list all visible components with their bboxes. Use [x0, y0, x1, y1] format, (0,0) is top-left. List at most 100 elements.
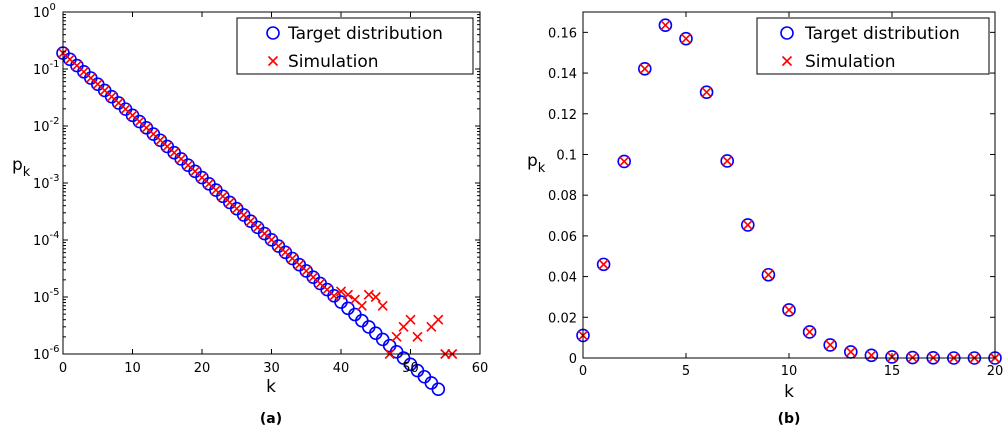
panel-a-target-point: [341, 301, 355, 316]
panel-b-xtick-label: 0: [579, 364, 587, 379]
panel-a-target-point: [375, 332, 390, 347]
panel-a-simulation-point: [391, 331, 402, 342]
panel-b-target-point: [823, 338, 838, 352]
panel-b-simulation-point: [680, 33, 692, 44]
panel-b-ytick-label: 0.02: [548, 311, 577, 326]
panel-a-target-point: [348, 307, 362, 322]
panel-b-simulation-point: [619, 156, 630, 167]
panel-a-legend-target-label: Target distribution: [287, 24, 443, 44]
panel-b-simulation-point: [804, 326, 815, 338]
panel-a-xtick-label: 60: [472, 361, 489, 376]
panel-a: 0 10 20 30 40 50 60 100 10-1 10-2 10-3 10-4 10-5 10-6…: [12, 2, 488, 427]
panel-a-target-point: [368, 326, 383, 340]
panel-a-xlabel: k: [266, 377, 276, 397]
panel-a-ytick-label: 10-5: [33, 287, 60, 306]
panel-a-marks: [56, 46, 458, 396]
panel-a-xtick-label: 0: [59, 361, 67, 376]
panel-a-xtick-label: 40: [333, 361, 350, 376]
panel-b-target-point: [740, 218, 755, 232]
panel-a-simulation-point: [328, 290, 340, 301]
panel-b-ytick-label: 0.06: [548, 230, 577, 245]
panel-b-ytick-label: 0: [569, 352, 577, 367]
panel-a-ytick-label: 10-2: [33, 116, 60, 135]
panel-b-target-point: [782, 303, 796, 317]
panel-a-xtick-label: 50: [402, 361, 419, 376]
panel-b-simulation-point: [701, 87, 712, 98]
panel-b-legend-x-marker: [781, 55, 793, 67]
panel-b-target-point: [679, 31, 693, 46]
panel-b-simulation-point: [722, 155, 733, 167]
panel-a-ytick-label: 10-3: [33, 173, 60, 192]
panel-b-simulation-point: [742, 219, 753, 230]
panel-b-ytick-label: 0.12: [548, 108, 577, 123]
panel-b-ytick-label: 0.1: [556, 148, 577, 163]
panel-b-xtick-label: 15: [884, 364, 901, 379]
panel-a-target-point: [361, 320, 376, 334]
panel-b-target-point: [885, 350, 899, 364]
panel-b-target-point: [617, 154, 632, 169]
panel-b-simulation-point: [660, 20, 671, 31]
panel-a-xtick-label: 30: [263, 361, 280, 376]
panel-b-ytick-label: 0.08: [548, 189, 577, 204]
panel-b-target-point: [637, 61, 652, 76]
panel-b-caption: (b): [778, 411, 801, 427]
panel-a-ylabel: pk: [12, 155, 31, 180]
panel-a-legend: Target distribution Simulation: [236, 17, 474, 75]
panel-a-ticks: 0 10 20 30 40 50 60 100 10-1 10-2 10-3 10-4 10-5 10-6: [33, 2, 488, 376]
panel-b-simulation-point: [639, 63, 650, 74]
panel-a-xtick-label: 20: [194, 361, 211, 376]
panel-b-ytick-label: 0.14: [548, 67, 577, 82]
panel-b-simulation-point: [825, 339, 836, 351]
panel-a-ytick-label: 10-6: [33, 344, 60, 363]
panel-b-ylabel: pk: [527, 151, 546, 176]
panel-a-simulation-point: [356, 300, 367, 311]
panel-b-xlabel: k: [784, 382, 794, 402]
panel-b-ytick-label: 0.16: [548, 26, 577, 41]
panel-b-xtick-label: 20: [987, 364, 1004, 379]
panel-a-ytick-label: 10-4: [33, 230, 60, 249]
panel-a-simulation-point: [342, 289, 354, 300]
panel-b: 0 5 10 15 20 0 0.02 0.04 0.06 0.08 0.1 0.12 0.14 0.16…: [527, 11, 1003, 427]
panel-a-simulation-point: [363, 289, 374, 300]
panel-a-target-point: [417, 369, 432, 384]
panel-b-simulation-point: [845, 346, 856, 357]
panel-b-target-point: [699, 85, 714, 99]
panel-b-target-point: [658, 18, 673, 33]
panel-b-target-point: [761, 267, 776, 282]
panel-a-simulation-point: [405, 314, 416, 325]
panel-a-simulation-point: [433, 314, 444, 325]
panel-a-simulation-point: [335, 286, 347, 297]
panel-b-simulation-point: [763, 269, 774, 280]
panel-a-xtick-label: 10: [124, 361, 141, 376]
panel-b-ticks: 0 5 10 15 20 0 0.02 0.04 0.06 0.08 0.1 0.12 0.14 0.16: [548, 12, 1003, 379]
panel-a-ytick-label: 100: [33, 2, 56, 21]
panel-a-simulation-point: [377, 300, 388, 311]
panel-b-xtick-label: 5: [682, 364, 690, 379]
panel-b-simulation-point: [598, 259, 609, 270]
panel-b-target-point: [802, 325, 817, 339]
panel-b-legend-circle-marker: [780, 26, 794, 40]
panel-a-target-point: [424, 376, 439, 390]
panel-a-legend-simulation-label: Simulation: [288, 52, 379, 72]
panel-a-legend-circle-marker: [266, 26, 280, 40]
panel-b-ytick-label: 0.04: [548, 271, 577, 286]
panel-b-simulation-point: [783, 304, 795, 316]
panel-b-ylabel-sub: k: [538, 161, 546, 176]
panel-b-target-point: [720, 154, 735, 168]
panel-a-simulation-point: [412, 331, 423, 342]
panel-b-legend-target-label: Target distribution: [804, 24, 960, 44]
panel-a-ylabel-main: p: [12, 155, 23, 175]
panel-a-ytick-label: 10-1: [33, 59, 60, 78]
panel-a-simulation-point: [370, 291, 381, 303]
panel-a-target-point: [355, 313, 369, 328]
panel-a-legend-x-marker: [267, 55, 279, 67]
panel-a-ylabel-sub: k: [23, 165, 31, 180]
panel-b-target-point: [864, 348, 879, 363]
panel-b-target-point: [596, 257, 611, 272]
panel-b-simulation-point: [866, 350, 877, 361]
panel-a-caption: (a): [260, 411, 282, 427]
panel-b-ylabel-main: p: [527, 151, 538, 171]
panel-b-xtick-label: 10: [781, 364, 798, 379]
panel-b-legend: Target distribution Simulation: [756, 17, 990, 75]
